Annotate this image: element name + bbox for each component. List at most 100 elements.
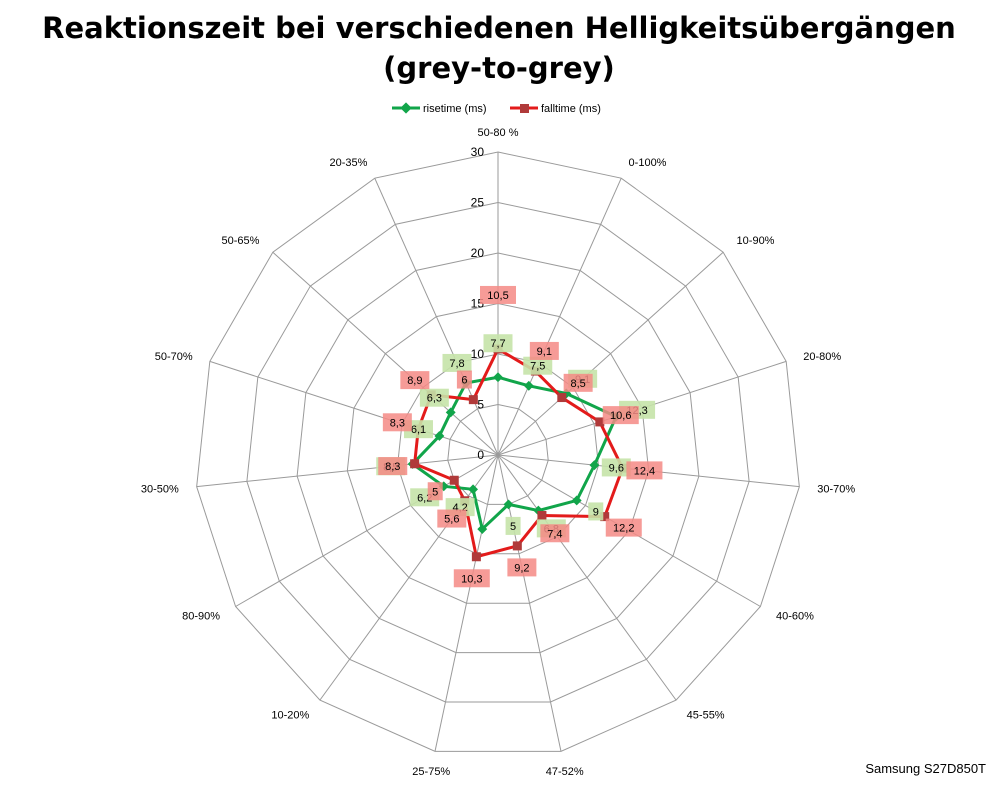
legend-risetime-label: risetime (ms)	[423, 103, 487, 115]
data-label: 10,5	[480, 285, 516, 304]
radial-tick-label: 10	[471, 347, 485, 361]
category-label: 20-80%	[803, 351, 841, 363]
data-label: 8,9	[400, 371, 430, 390]
data-label-text: 9,2	[514, 562, 529, 574]
data-label-bg	[480, 285, 516, 304]
radial-tick-label: 5	[477, 398, 484, 412]
data-point	[471, 552, 481, 562]
data-label-text: 7,7	[490, 338, 505, 350]
radar-grid	[196, 151, 800, 752]
category-label: 50-65%	[222, 235, 260, 247]
category-label: 25-75%	[412, 766, 450, 778]
category-label: 10-90%	[737, 235, 775, 247]
radial-tick-label: 30	[471, 145, 485, 159]
data-label: 7,8	[442, 353, 472, 372]
data-label-bg	[400, 371, 430, 390]
data-label: 9,2	[507, 558, 537, 577]
legend: risetime (ms) falltime (ms)	[392, 102, 601, 115]
data-label-bg	[507, 558, 537, 577]
grid-ring	[246, 201, 750, 703]
data-label: 6,3	[419, 388, 449, 407]
data-label-bg	[523, 356, 553, 375]
category-label: 80-90%	[182, 611, 220, 623]
category-label: 30-50%	[141, 484, 179, 496]
category-label: 47-52%	[546, 766, 584, 778]
data-point	[493, 372, 503, 383]
data-label-text: 7,8	[449, 358, 464, 370]
radial-tick-label: 20	[471, 246, 485, 260]
data-point	[445, 407, 456, 418]
grid-spoke	[434, 454, 499, 752]
category-label: 40-60%	[776, 611, 814, 623]
data-point	[589, 460, 600, 471]
data-point	[410, 459, 420, 469]
data-label: 10,3	[453, 569, 490, 588]
data-label-bg	[442, 353, 472, 372]
data-point	[449, 475, 459, 485]
category-label: 20-35%	[330, 157, 368, 169]
data-label: 6	[456, 370, 472, 389]
data-point	[523, 380, 534, 391]
data-point	[571, 495, 582, 506]
data-label-text: 5	[432, 486, 438, 498]
grid-spoke	[497, 177, 622, 456]
grid-spoke	[497, 251, 724, 456]
category-labels: 50-80 % 0-100% 10-90% 20-80% 30-70% 40-60% 45-…	[141, 127, 856, 778]
data-label: 9	[588, 502, 604, 521]
data-label-text: 10,6	[610, 410, 631, 422]
data-point	[595, 417, 605, 427]
data-label: 5	[427, 482, 443, 501]
series-line	[411, 375, 618, 531]
data-label-text: 9	[593, 506, 599, 518]
data-label-text: 5,6	[444, 514, 459, 526]
data-point	[557, 393, 567, 403]
radial-tick-label: 25	[471, 196, 485, 210]
grid-spoke	[319, 454, 499, 701]
data-label: 12,4	[626, 461, 663, 480]
data-label-bg	[601, 458, 631, 477]
grid-ring	[196, 151, 800, 752]
chart-title-line-2: (grey-to-grey)	[383, 51, 615, 85]
data-labels: 7,77,59,112,39,696,854,26,28,56,16,37,81…	[376, 285, 663, 588]
data-label: 12,2	[605, 518, 642, 537]
data-label: 5	[505, 516, 521, 535]
data-point	[512, 541, 522, 551]
category-label: 10-20%	[271, 710, 309, 722]
category-label: 30-70%	[817, 484, 855, 496]
grid-spoke	[272, 251, 499, 456]
data-label-bg	[456, 370, 472, 389]
data-label-text: 8,9	[407, 375, 422, 387]
legend-falltime-marker	[520, 104, 529, 113]
data-label-text: 8,3	[390, 417, 405, 429]
data-label-bg	[529, 341, 559, 360]
data-label-text: 12,4	[634, 465, 655, 477]
data-label-text: 7,5	[530, 361, 545, 373]
data-label-text: 12,2	[613, 523, 634, 535]
data-label-bg	[378, 457, 408, 476]
data-point	[503, 499, 514, 510]
chart-title: Reaktionszeit bei verschiedenen Helligke…	[0, 8, 998, 88]
data-label-text: 10,3	[461, 573, 482, 585]
data-point	[434, 431, 445, 441]
grid-ring	[346, 302, 650, 604]
data-label-bg	[437, 509, 467, 528]
data-label: 9,6	[601, 458, 631, 477]
data-label-text: 9,6	[609, 462, 624, 474]
grid-ring	[296, 252, 700, 654]
data-label-bg	[540, 524, 570, 543]
data-label: 10,6	[602, 406, 639, 425]
category-label: 0-100%	[629, 157, 667, 169]
data-label-bg	[602, 406, 639, 425]
data-label-text: 7,4	[547, 528, 562, 540]
grid-spoke	[209, 360, 499, 456]
grid-ring	[447, 403, 549, 505]
data-label: 5,6	[437, 509, 467, 528]
data-label-text: 6,3	[427, 393, 442, 405]
data-label-bg	[626, 461, 663, 480]
data-label-text: 9,1	[537, 346, 552, 358]
data-point	[477, 524, 488, 535]
data-label-bg	[382, 413, 412, 432]
data-label-text: 6	[461, 375, 467, 387]
data-label-bg	[483, 334, 513, 353]
